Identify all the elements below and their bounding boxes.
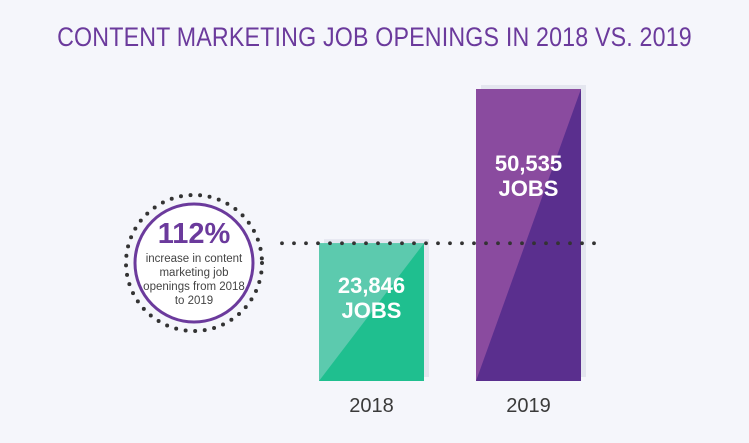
data-label-2018-unit: JOBS [342, 298, 402, 323]
reference-dot [352, 241, 356, 246]
reference-dot [544, 241, 548, 246]
reference-dot [316, 241, 320, 246]
bar-2019-highlight [476, 89, 581, 381]
reference-dot [568, 241, 572, 246]
reference-dotted-line [280, 241, 596, 246]
reference-dot [508, 241, 512, 246]
callout-percentage: 112% [157, 217, 231, 250]
reference-dot [292, 241, 296, 246]
reference-dot [532, 241, 536, 246]
reference-dot [520, 241, 524, 246]
reference-dot [388, 241, 392, 246]
tick-label-2019: 2019 [506, 395, 551, 417]
reference-dot [424, 241, 428, 246]
callout-dotted-ring [124, 193, 264, 333]
reference-dot [472, 241, 476, 246]
reference-dot [280, 241, 284, 246]
reference-dot [580, 241, 584, 246]
data-label-2019-unit: JOBS [499, 176, 559, 201]
tick-label-2018: 2018 [349, 395, 394, 417]
reference-dot [412, 241, 416, 246]
reference-dot [304, 241, 308, 246]
reference-dot [340, 241, 344, 246]
reference-dot [436, 241, 440, 246]
reference-dot [448, 241, 452, 246]
reference-dot [460, 241, 464, 246]
reference-dot [364, 241, 368, 246]
reference-dot [328, 241, 332, 246]
reference-dot [496, 241, 500, 246]
bar-2019-group [476, 89, 581, 381]
page-title: CONTENT MARKETING JOB OPENINGS IN 2018 V… [57, 22, 692, 52]
reference-dot [400, 241, 404, 246]
bar-2018-highlight [319, 243, 424, 381]
data-label-2018-value: 23,846 [338, 273, 405, 298]
reference-dot [592, 241, 596, 246]
callout-description: increase in content marketing job openin… [143, 252, 245, 307]
reference-dot [376, 241, 380, 246]
reference-dot [484, 241, 488, 246]
data-label-2019-value: 50,535 [495, 151, 562, 176]
callout-circle [133, 202, 255, 324]
increase-callout: 112% increase in content marketing job o… [126, 195, 262, 331]
bar-2018-group [319, 243, 424, 381]
reference-dot [556, 241, 560, 246]
